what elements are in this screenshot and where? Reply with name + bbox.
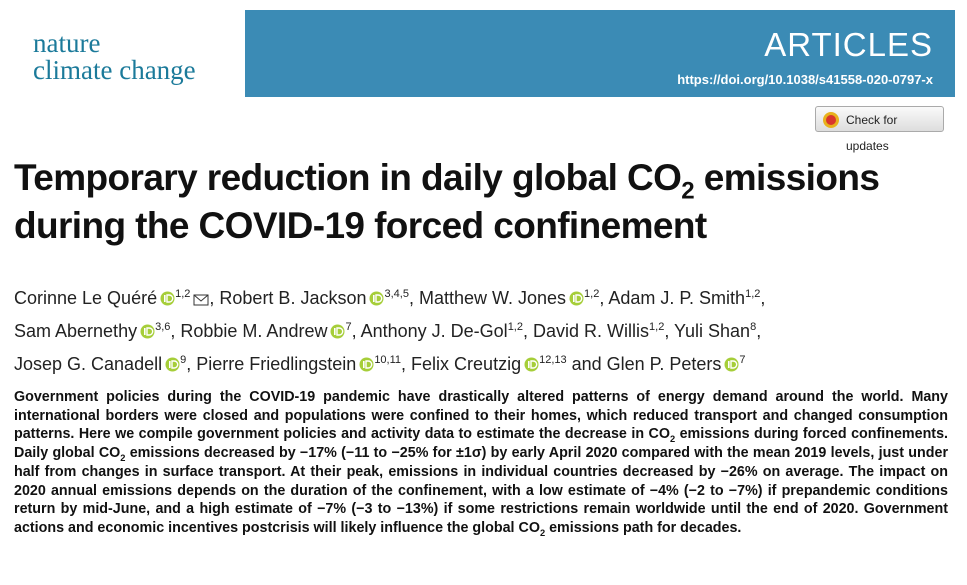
separator: ,	[209, 288, 220, 308]
author: Robbie M. Andrew 7	[180, 321, 351, 341]
separator: ,	[760, 288, 766, 308]
separator: ,	[756, 321, 762, 341]
button-label: Check for updates	[846, 113, 898, 153]
affiliation: 12,13	[539, 354, 567, 366]
separator: ,	[664, 321, 674, 341]
text: emissions path for decades.	[545, 519, 742, 536]
separator: ,	[599, 288, 609, 308]
author-name[interactable]: Anthony J. De-Gol	[360, 321, 508, 341]
orcid-icon[interactable]	[330, 324, 345, 339]
doi-link[interactable]: https://doi.org/10.1038/s41558-020-0797-…	[677, 72, 933, 87]
subscript: 2	[539, 527, 546, 538]
author: Glen P. Peters 7	[607, 354, 746, 374]
separator: ,	[170, 321, 181, 341]
affiliation: 10,11	[374, 354, 402, 366]
author-name[interactable]: Robert B. Jackson	[219, 288, 367, 308]
author-name[interactable]: Glen P. Peters	[606, 354, 722, 374]
separator: ,	[186, 354, 197, 374]
author-name[interactable]: Matthew W. Jones	[418, 288, 567, 308]
affiliation: 3,4,5	[384, 288, 409, 300]
subscript: 2	[681, 177, 695, 205]
title-line: Temporary reduction in daily global CO2 …	[14, 154, 880, 205]
author-list: Corinne Le Quéré 1,2, Robert B. Jackson 3,…	[14, 280, 954, 379]
orcid-icon[interactable]	[569, 291, 584, 306]
author-name[interactable]: Corinne Le Quéré	[14, 288, 158, 308]
text: emissions decreased by −17% (−11 to −25%…	[14, 445, 949, 536]
author-name[interactable]: Yuli Shan	[674, 321, 751, 341]
separator: and	[566, 354, 607, 374]
orcid-icon[interactable]	[524, 357, 539, 372]
orcid-icon[interactable]	[724, 357, 739, 372]
text: emissions during forced confinements. Da…	[14, 426, 948, 462]
separator: ,	[401, 354, 412, 374]
journal-name: nature	[33, 28, 101, 58]
author-name[interactable]: Sam Abernethy	[14, 321, 138, 341]
author-name[interactable]: David R. Willis	[533, 321, 650, 341]
text: Government policies during the COVID-19 …	[14, 389, 948, 443]
abstract: Government policies during the COVID-19 …	[14, 388, 948, 538]
author-name[interactable]: Felix Creutzig	[411, 354, 522, 374]
orcid-icon[interactable]	[160, 291, 175, 306]
orcid-icon[interactable]	[165, 357, 180, 372]
author: Felix Creutzig 12,13	[411, 354, 567, 374]
author-name[interactable]: Adam J. P. Smith	[608, 288, 746, 308]
separator: ,	[351, 321, 361, 341]
text: during the COVID-19 forced confinement	[14, 205, 707, 246]
author: Sam Abernethy 3,6	[14, 321, 170, 341]
header-bar: ARTICLES https://doi.org/10.1038/s41558-…	[245, 10, 955, 97]
subscript: 2	[120, 452, 126, 463]
author: Adam J. P. Smith1,2	[608, 288, 760, 308]
text: Temporary reduction in daily global CO	[14, 157, 682, 198]
author-name[interactable]: Pierre Friedlingstein	[196, 354, 357, 374]
affiliation: 1,2	[745, 288, 761, 300]
journal-name: climate change	[33, 55, 196, 85]
orcid-icon[interactable]	[140, 324, 155, 339]
author: Yuli Shan8	[674, 321, 756, 341]
affiliation: 7	[345, 321, 352, 333]
affiliation: 1,2	[175, 288, 191, 300]
check-updates-button[interactable]: Check for updates	[815, 106, 944, 153]
title-line: during the COVID-19 forced confinement	[14, 202, 879, 250]
author-name[interactable]: Josep G. Canadell	[14, 354, 163, 374]
separator: ,	[408, 288, 419, 308]
author-name[interactable]: Robbie M. Andrew	[180, 321, 328, 341]
subscript: 2	[669, 434, 676, 445]
author: Corinne Le Quéré 1,2	[14, 288, 209, 308]
journal-logo[interactable]: nature climate change	[10, 10, 245, 97]
affiliation: 8	[750, 321, 757, 333]
affiliation: 7	[739, 354, 746, 366]
text: emissions	[694, 157, 880, 198]
separator: ,	[522, 321, 533, 341]
author: Josep G. Canadell 9	[14, 354, 186, 374]
updates-icon	[823, 112, 839, 128]
email-icon[interactable]	[193, 294, 209, 306]
affiliation: 1,2	[649, 321, 665, 333]
affiliation: 9	[180, 354, 187, 366]
affiliation: 1,2	[584, 288, 600, 300]
author: Pierre Friedlingstein 10,11	[196, 354, 401, 374]
section-label: ARTICLES	[764, 26, 933, 63]
affiliation: 3,6	[155, 321, 171, 333]
orcid-icon[interactable]	[359, 357, 374, 372]
author: David R. Willis1,2	[533, 321, 664, 341]
orcid-icon[interactable]	[369, 291, 384, 306]
affiliation: 1,2	[507, 321, 523, 333]
article-title: Temporary reduction in daily global CO2 …	[14, 154, 880, 250]
author: Robert B. Jackson 3,4,5	[219, 288, 409, 308]
author: Matthew W. Jones 1,2	[419, 288, 599, 308]
author: Anthony J. De-Gol1,2	[361, 321, 523, 341]
